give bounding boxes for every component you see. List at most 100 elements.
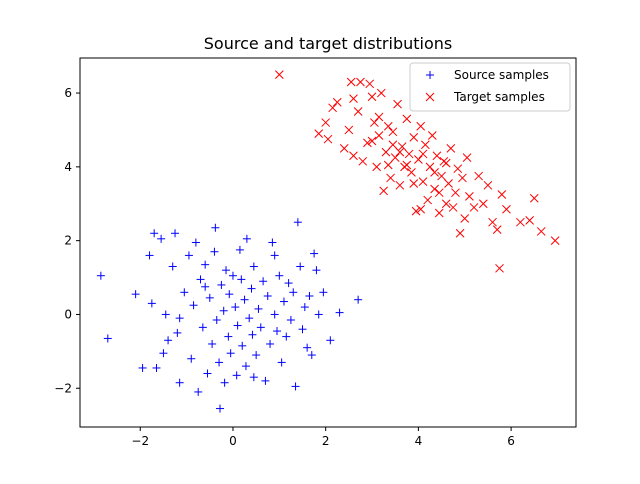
legend-label: Target samples <box>453 90 545 104</box>
source-sample-point <box>189 301 198 310</box>
target-sample-point <box>363 138 372 148</box>
target-sample-point <box>550 236 560 246</box>
target-sample-point <box>434 188 444 198</box>
target-sample-point <box>349 151 358 161</box>
target-sample-point <box>430 168 439 177</box>
source-sample-point <box>215 404 224 413</box>
target-sample-point <box>502 204 511 214</box>
target-sample-point <box>432 151 442 161</box>
source-sample-point <box>205 293 214 302</box>
source-sample-point <box>191 238 200 247</box>
source-sample-point <box>270 251 279 260</box>
target-sample-point <box>407 168 416 177</box>
source-sample-point <box>314 310 323 319</box>
source-sample-point <box>254 304 263 313</box>
source-sample-point <box>222 266 231 275</box>
source-sample-point <box>241 362 250 371</box>
source-sample-point <box>256 323 265 332</box>
y-tick-label: 6 <box>64 86 72 100</box>
source-sample-point <box>171 229 180 238</box>
target-sample-point <box>379 186 388 196</box>
source-sample-point <box>247 284 256 293</box>
source-sample-point <box>296 262 305 271</box>
target-sample-point <box>448 203 458 212</box>
source-sample-point <box>184 251 193 260</box>
target-sample-point <box>367 136 377 146</box>
source-sample-point <box>217 280 226 289</box>
target-sample-point <box>418 177 428 186</box>
target-sample-point <box>409 132 419 142</box>
target-sample-point <box>516 217 525 227</box>
y-axis-ticks: −2 0 2 4 6 <box>54 86 80 395</box>
target-sample-point <box>274 70 284 79</box>
source-sample-point <box>273 327 282 336</box>
target-sample-point <box>372 162 382 172</box>
x-tick-label: 0 <box>229 434 237 448</box>
source-sample-point <box>326 336 335 345</box>
target-sample-point <box>395 147 405 157</box>
target-sample-point <box>495 263 504 273</box>
source-sample-point <box>157 234 166 243</box>
source-sample-point <box>235 245 244 254</box>
source-sample-point <box>293 218 302 227</box>
source-sample-point <box>240 295 249 304</box>
target-sample-point <box>434 208 444 218</box>
source-sample-point <box>228 271 237 280</box>
target-sample-point <box>492 225 502 234</box>
target-sample-point <box>395 180 405 190</box>
legend: Source samples Target samples <box>409 62 571 112</box>
source-sample-point <box>173 328 182 337</box>
target-sample-point <box>418 149 428 159</box>
source-sample-point <box>266 339 275 348</box>
y-tick-label: 0 <box>64 307 72 321</box>
source-sample-point <box>225 290 234 299</box>
target-sample-point <box>332 97 342 107</box>
source-sample-point <box>237 275 246 284</box>
source-sample-point <box>164 336 173 345</box>
target-sample-point <box>451 188 460 198</box>
target-sample-point <box>483 180 493 190</box>
target-sample-point <box>441 199 451 209</box>
source-sample-point <box>201 282 210 291</box>
target-sample-point <box>397 142 407 151</box>
target-sample-point <box>536 227 546 236</box>
target-sample-point <box>465 192 474 201</box>
target-sample-point <box>356 77 365 87</box>
source-sample-point <box>226 349 235 358</box>
target-sample-point <box>376 88 386 98</box>
source-sample-point <box>310 249 319 258</box>
source-sample-point <box>279 297 288 306</box>
target-sample-point <box>453 164 463 174</box>
x-tick-label: 2 <box>322 434 330 448</box>
target-sample-point <box>437 171 446 181</box>
target-sample-point <box>469 203 479 212</box>
source-sample-point <box>187 354 196 363</box>
target-sample-point <box>478 199 488 209</box>
source-sample-point <box>242 234 251 243</box>
target-sample-point <box>488 217 497 227</box>
source-sample-point <box>282 332 291 341</box>
source-sample-point <box>268 238 277 247</box>
target-sample-point <box>383 121 393 131</box>
target-sample-point <box>349 94 358 103</box>
source-sample-point <box>198 323 207 332</box>
legend-box <box>409 62 571 112</box>
target-sample-point <box>314 129 324 138</box>
y-tick-label: −2 <box>54 381 72 395</box>
target-sample-point <box>411 206 421 216</box>
target-sample-point <box>404 149 414 159</box>
target-sample-point <box>416 204 426 214</box>
target-sample-point <box>353 107 363 116</box>
source-sample-point <box>249 262 258 271</box>
target-sample-point <box>388 140 398 150</box>
source-sample-point <box>175 378 184 387</box>
target-sample-point <box>344 125 354 135</box>
target-sample-point <box>414 155 423 164</box>
source-sample-point <box>261 376 270 385</box>
source-sample-point <box>259 277 268 286</box>
source-sample-point <box>245 314 254 323</box>
target-sample-point <box>402 160 412 170</box>
source-sample-point <box>150 229 159 238</box>
